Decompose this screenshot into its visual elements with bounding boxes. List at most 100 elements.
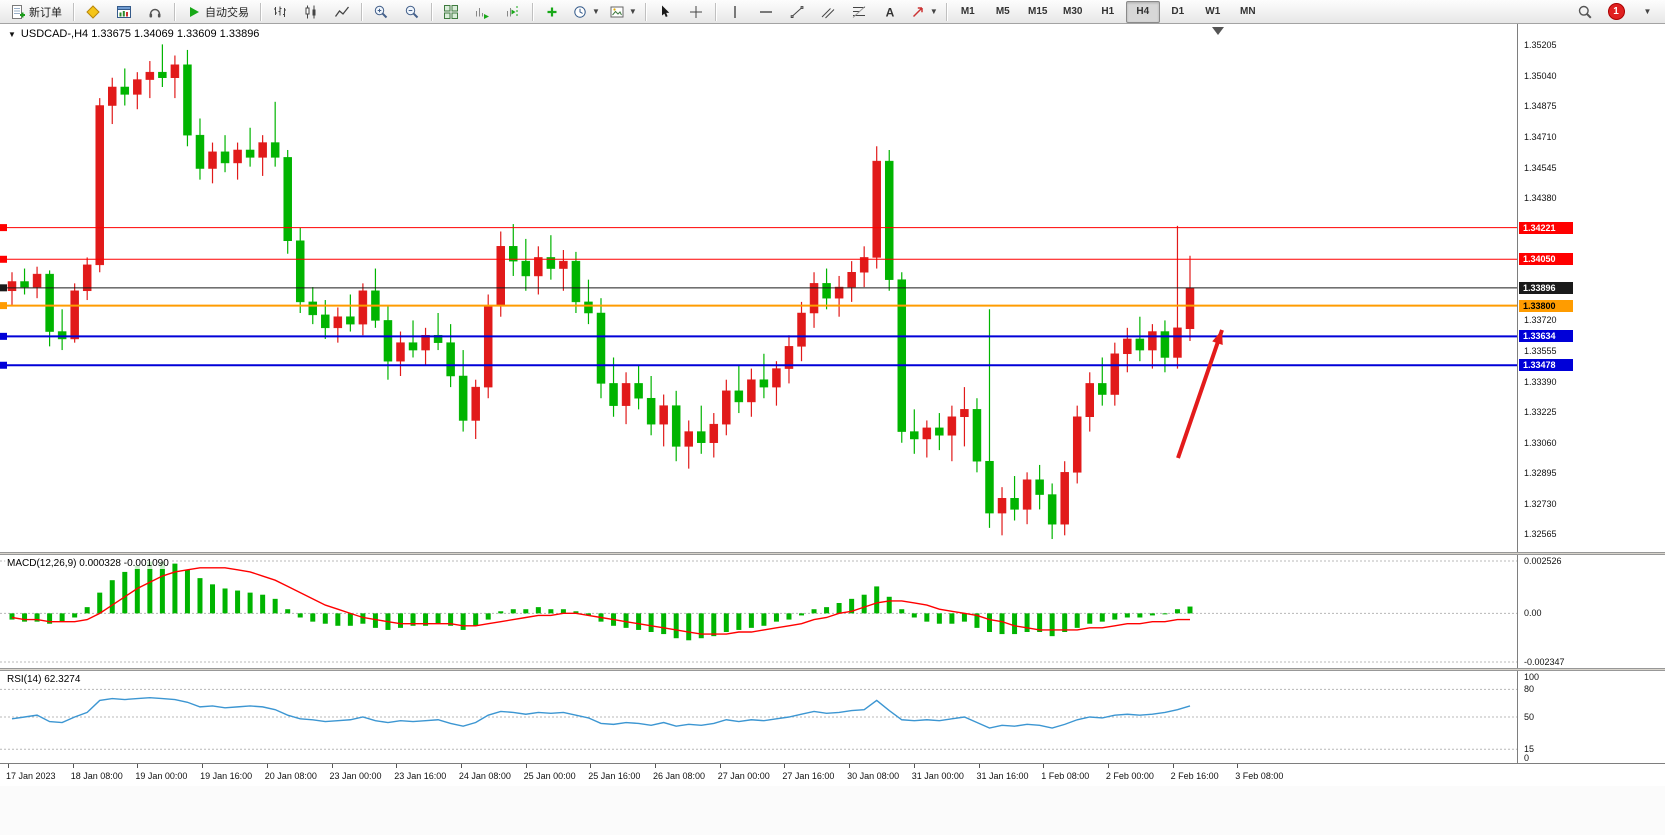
horizontal-line-tool-button[interactable] [751, 1, 781, 23]
macd-bar [1174, 609, 1180, 614]
timeframe-button-m15[interactable]: M15 [1028, 6, 1048, 17]
fibonacci-tool-button[interactable] [844, 1, 874, 23]
macd-bar [1074, 613, 1080, 628]
zoom-out-button[interactable] [397, 1, 427, 23]
new-order-button[interactable]: 新订单 [3, 1, 69, 23]
equidistant-channel-tool-button[interactable] [813, 1, 843, 23]
candlestick-mode-button[interactable] [296, 1, 326, 23]
macd-bar [1012, 613, 1018, 635]
candle [697, 405, 706, 454]
candle [621, 372, 631, 425]
time-axis-tick [719, 764, 721, 768]
text-tool-button[interactable]: A [875, 1, 905, 23]
macd-bar [698, 613, 704, 639]
candle [1010, 476, 1019, 521]
time-axis[interactable]: 17 Jan 2023 18 Jan 08:00 19 Jan 00:00 19 Ja… [0, 763, 1665, 786]
timeframe-button-m30[interactable]: M30 [1063, 6, 1083, 17]
chart-shift-marker[interactable] [1212, 27, 1224, 35]
rsi-axis-label: 100 [1524, 672, 1540, 682]
bottom-blank-area [0, 786, 1665, 835]
rsi-pane[interactable]: RSI(14) 62.3274 [0, 671, 1517, 763]
price-axis-tick: 1.33060 [1524, 437, 1557, 448]
expand-triangle-icon[interactable]: ▼ [8, 29, 16, 39]
candle [283, 149, 292, 254]
price-chart-pane[interactable]: ▼ USDCAD-,H4 1.33675 1.34069 1.33609 1.3… [0, 24, 1517, 552]
chart-shift-icon [507, 5, 518, 17]
macd-bar [1099, 613, 1105, 622]
cursor-button[interactable] [650, 1, 680, 23]
price-axis[interactable]: 1.35205 1.35040 1.34875 1.34710 1.34545 1.343… [1517, 24, 1665, 786]
time-axis-label: 24 Jan 08:00 [458, 771, 511, 781]
symbols-button[interactable] [78, 1, 108, 23]
candle [947, 405, 957, 462]
candle [784, 335, 794, 384]
macd-bar [310, 613, 316, 622]
fibonacci-icon [852, 5, 866, 18]
periods-button[interactable]: ▼ [568, 1, 604, 23]
auto-scroll-button[interactable] [467, 1, 497, 23]
macd-bar [84, 607, 90, 614]
pane-splitter[interactable] [0, 668, 1665, 671]
macd-bar [861, 594, 867, 614]
crosshair-button[interactable] [681, 1, 711, 23]
tile-windows-button[interactable] [436, 1, 466, 23]
trendline-tool-button[interactable] [782, 1, 812, 23]
chevron-down-icon: ▼ [1643, 7, 1652, 16]
macd-bar [824, 607, 830, 614]
timeframe-button-h4[interactable]: H4 [1125, 0, 1160, 23]
autotrading-button[interactable]: 自动交易 [179, 1, 256, 23]
line-chart-mode-button[interactable] [327, 1, 357, 23]
notification-count: 1 [1613, 6, 1619, 17]
macd-bar [159, 561, 165, 614]
arrow-annotation[interactable] [1176, 329, 1224, 459]
vertical-line-tool-button[interactable] [720, 1, 750, 23]
zoom-in-button[interactable] [366, 1, 396, 23]
macd-bar [147, 561, 153, 614]
timeframe-button-d1[interactable]: D1 [1171, 6, 1185, 17]
bar-chart-mode-button[interactable] [265, 1, 295, 23]
time-axis-label: 31 Jan 16:00 [976, 771, 1029, 781]
pane-splitter[interactable] [0, 552, 1665, 555]
time-axis-label: 2 Feb 16:00 [1170, 771, 1219, 781]
svg-text:A: A [886, 5, 895, 19]
time-axis-label: 18 Jan 08:00 [70, 771, 123, 781]
cursor-icon [661, 5, 670, 17]
arrow-tool-icon [912, 6, 923, 17]
new-order-icon [12, 4, 25, 19]
notification-button[interactable]: 1 [1601, 1, 1631, 23]
candle [358, 283, 368, 336]
macd-pane[interactable]: MACD(12,26,9) 0.000328 -0.001090 [0, 555, 1517, 668]
arrow-tool-button[interactable]: ▼ [906, 1, 942, 23]
chart-shift-button[interactable] [498, 1, 528, 23]
candle [170, 55, 180, 99]
time-axis-label: 27 Jan 16:00 [782, 771, 835, 781]
sound-button[interactable] [140, 1, 170, 23]
macd-bar [949, 613, 955, 624]
timeframe-button-w1[interactable]: W1 [1205, 6, 1221, 17]
market-watch-button[interactable] [109, 1, 139, 23]
macd-signal-line [11, 567, 1190, 635]
price-axis-tick: 1.33555 [1524, 345, 1557, 356]
candle [709, 413, 719, 458]
macd-bar [986, 613, 992, 633]
price-axis-tick: 1.32565 [1524, 529, 1557, 540]
timeframe-button-m5[interactable]: M5 [995, 6, 1010, 17]
templates-button[interactable]: ▼ [605, 1, 641, 23]
macd-bar [1187, 606, 1193, 614]
timeframe-button-h1[interactable]: H1 [1101, 6, 1115, 17]
time-axis-label: 31 Jan 00:00 [911, 771, 964, 781]
timeframe-button-mn[interactable]: MN [1239, 6, 1256, 17]
candlestick-mode-icon [305, 5, 316, 18]
macd-bar [285, 609, 291, 614]
search-icon [1578, 5, 1592, 19]
macd-bar [585, 613, 591, 616]
macd-bar [435, 613, 441, 624]
add-indicator-button[interactable] [537, 1, 567, 23]
macd-bar [1112, 613, 1118, 620]
candle [245, 127, 255, 167]
periods-clock-icon [574, 5, 586, 18]
timeframe-button-m1[interactable]: M1 [960, 6, 975, 17]
toolbar-overflow-button[interactable]: ▼ [1632, 1, 1662, 23]
search-button[interactable] [1570, 1, 1600, 23]
candle [458, 350, 468, 432]
